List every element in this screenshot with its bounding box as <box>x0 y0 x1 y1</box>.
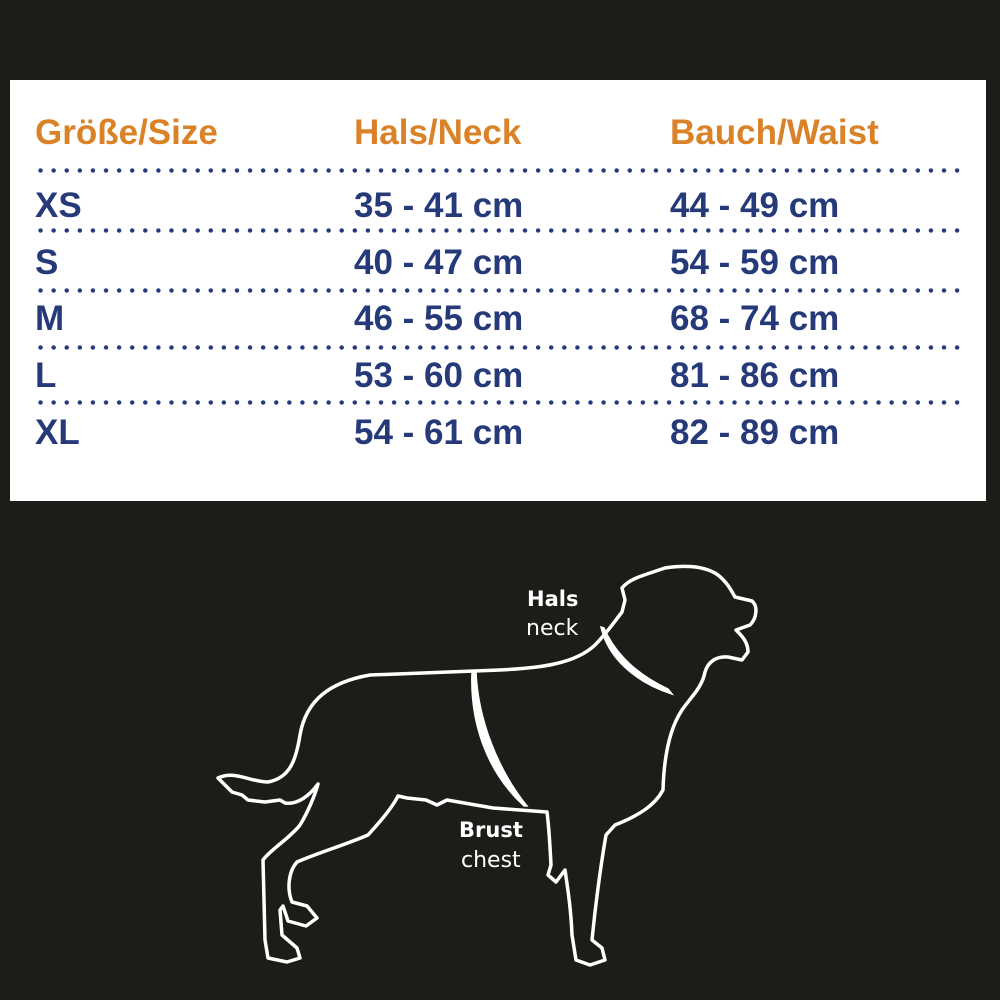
chest-label-de: Brust <box>459 818 523 842</box>
header-size: Größe/Size <box>35 113 218 152</box>
neck-cell: 53 - 60 cm <box>354 356 524 395</box>
size-cell: L <box>35 356 57 395</box>
waist-cell: 81 - 86 cm <box>670 356 840 395</box>
neck-label-en: neck <box>526 616 579 641</box>
size-cell: M <box>35 299 65 338</box>
neck-cell: 54 - 61 cm <box>354 413 524 452</box>
neck-measure-band <box>599 625 675 696</box>
chest-measure-band <box>471 671 529 807</box>
header-waist: Bauch/Waist <box>670 113 879 152</box>
neck-cell: 46 - 55 cm <box>354 299 524 338</box>
size-cell: S <box>35 243 59 282</box>
waist-cell: 68 - 74 cm <box>670 299 840 338</box>
waist-cell: 82 - 89 cm <box>670 413 840 452</box>
header-neck: Hals/Neck <box>354 113 522 152</box>
dotted-divider <box>34 400 968 405</box>
size-cell: XS <box>35 186 82 225</box>
waist-cell: 44 - 49 cm <box>670 186 840 225</box>
dotted-divider <box>34 288 968 293</box>
waist-cell: 54 - 59 cm <box>670 243 840 282</box>
size-table: Größe/Size Hals/Neck Bauch/Waist XS 35 -… <box>10 80 986 501</box>
dotted-divider <box>34 168 968 173</box>
dotted-divider <box>34 228 968 233</box>
chest-label-en: chest <box>461 848 521 873</box>
neck-cell: 35 - 41 cm <box>354 186 524 225</box>
dotted-divider <box>34 345 968 350</box>
neck-cell: 40 - 47 cm <box>354 243 524 282</box>
neck-label-de: Hals <box>527 587 579 611</box>
size-cell: XL <box>35 413 80 452</box>
dog-outline <box>216 564 758 967</box>
